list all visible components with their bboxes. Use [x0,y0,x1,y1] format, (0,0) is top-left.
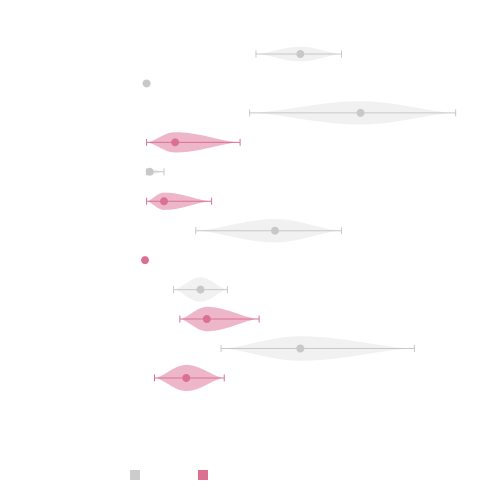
legend-swatch-gray [130,470,140,480]
median-point [171,138,180,147]
violin-10 [179,306,260,332]
violin-9 [173,277,228,302]
median-point [296,344,305,353]
violin-11 [220,336,415,361]
median-point [142,79,151,88]
violin-6 [146,192,213,210]
violin-5 [145,167,165,176]
median-point [145,167,154,176]
violin-4 [146,132,241,153]
median-point [202,315,211,324]
median-point [160,197,169,206]
median-point [296,50,305,58]
median-point [356,108,365,117]
violin-8 [141,256,149,265]
violin-7 [195,219,343,243]
violin-3 [249,101,457,125]
violin-12 [154,364,225,391]
median-point [196,285,205,294]
violin-1 [255,46,343,62]
median-point [141,256,149,265]
plot-area [141,46,457,391]
median-point [270,226,279,235]
legend-swatch-pink [198,470,208,480]
median-point [182,373,191,382]
legend [130,470,208,480]
violin-2 [142,79,151,88]
